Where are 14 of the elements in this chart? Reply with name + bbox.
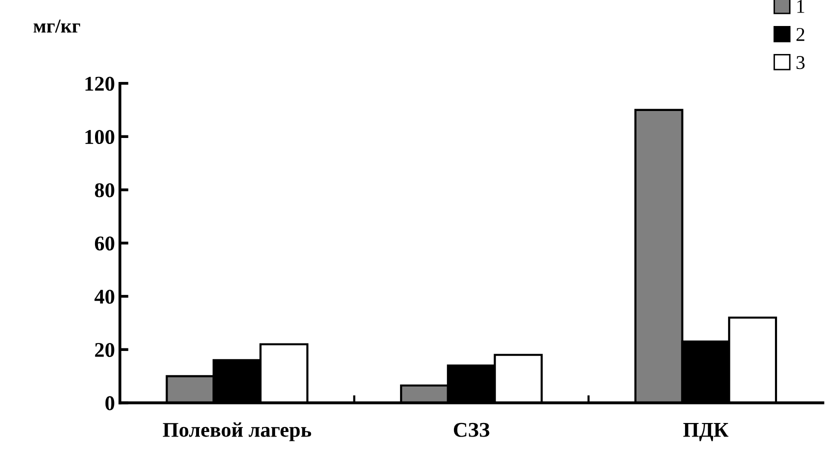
y-tick-label: 100: [85, 130, 114, 144]
y-tick-label: 0: [105, 396, 114, 410]
y-tick-label: 80: [94, 183, 114, 198]
x-tick-label: СЗЗ: [454, 422, 490, 437]
y-tick-label: 40: [94, 290, 114, 304]
legend-label: 3: [796, 56, 805, 70]
y-tick-label: 20: [95, 342, 114, 357]
legend-label: 2: [796, 28, 804, 41]
x-tick-label: ПДК: [683, 423, 728, 442]
x-tick-label: Полевой лагерь: [162, 422, 312, 442]
y-tick-label: 120: [85, 76, 114, 91]
legend-label: 1: [797, 0, 804, 13]
y-tick-label: 60: [94, 236, 114, 251]
y-axis-title: мг/кг: [34, 20, 80, 33]
